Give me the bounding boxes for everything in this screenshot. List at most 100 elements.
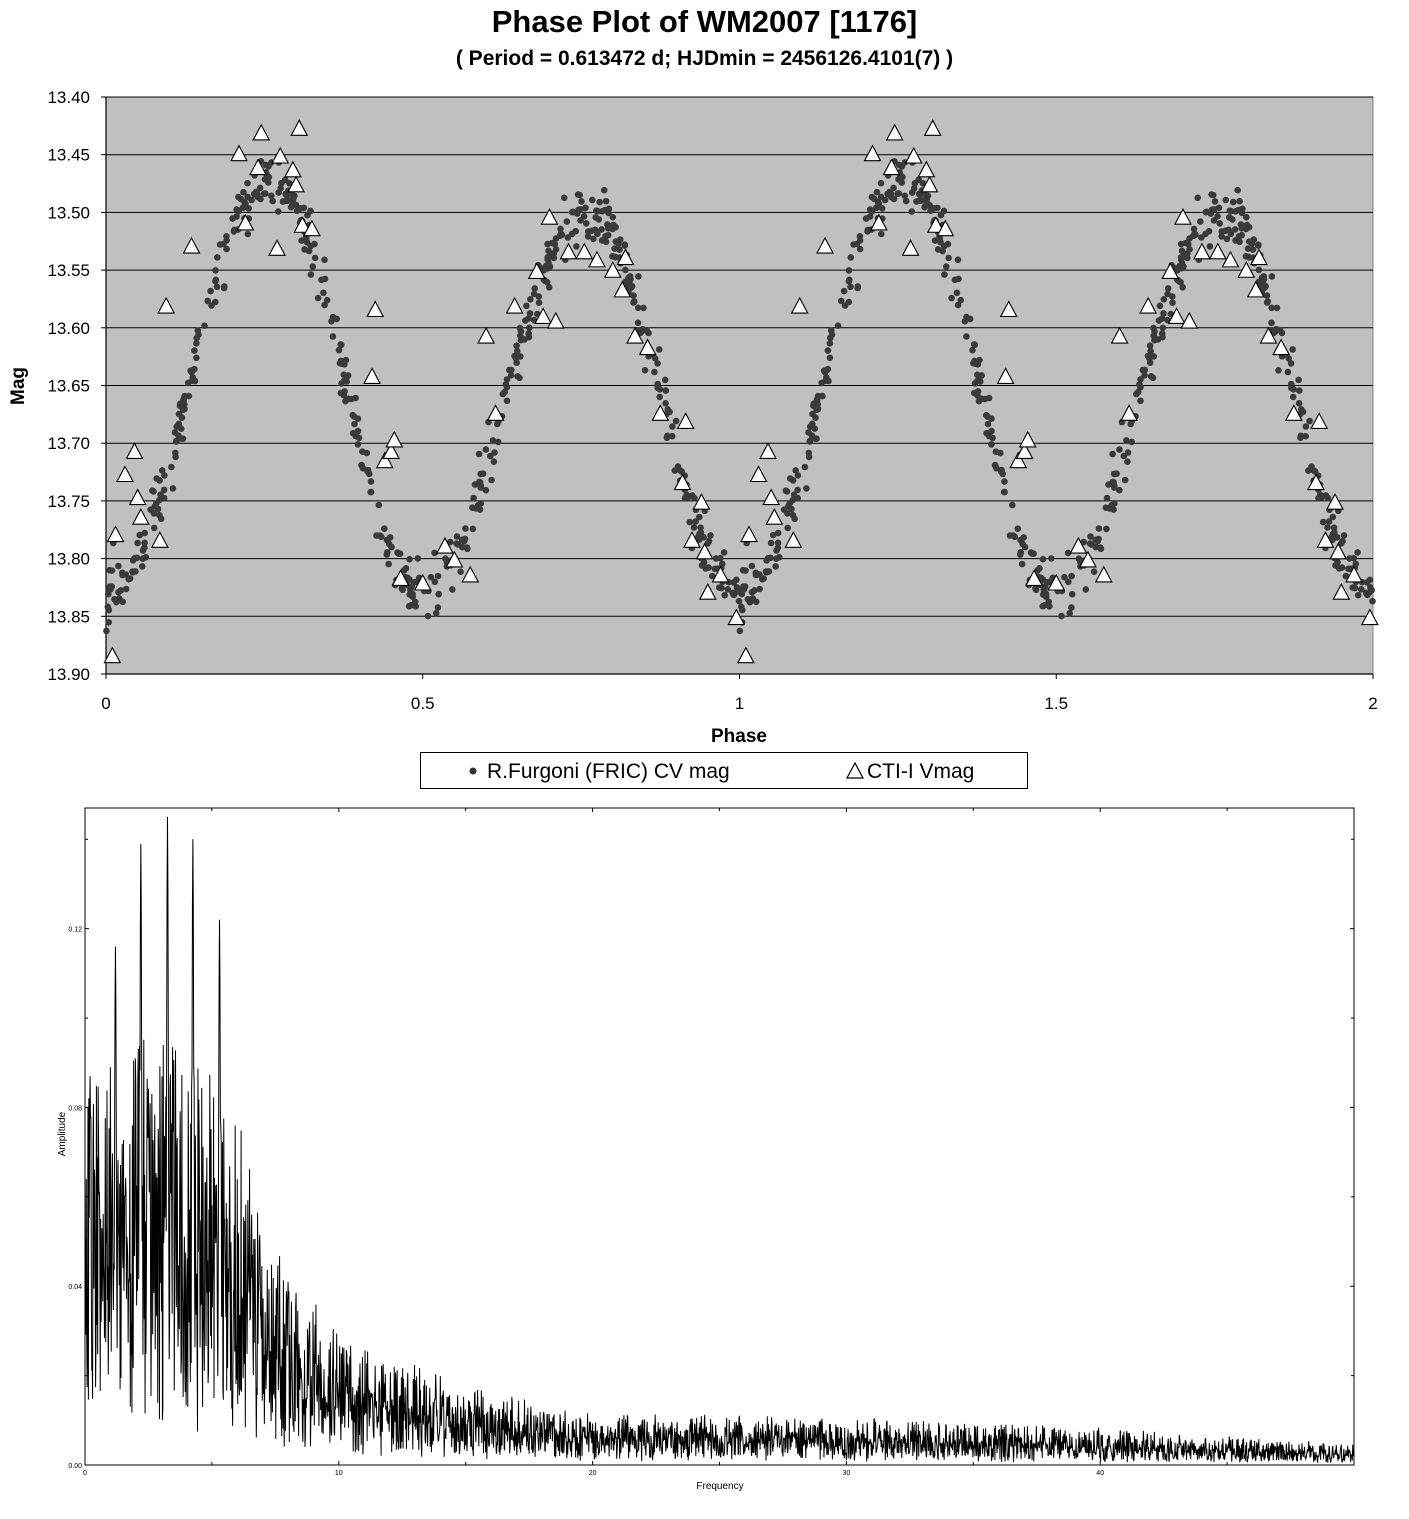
data-point-furgoni [1159, 333, 1166, 341]
data-point-furgoni [840, 287, 848, 295]
data-point-furgoni [1042, 593, 1050, 601]
x-tick-label: 40 [1096, 1470, 1104, 1477]
data-point-cti [904, 146, 923, 164]
data-point-furgoni [1144, 352, 1152, 360]
data-point-furgoni [1192, 231, 1199, 239]
x-axis-label: Phase [711, 726, 767, 747]
data-point-furgoni [262, 190, 269, 197]
data-point-furgoni [214, 254, 221, 261]
data-point-furgoni [1285, 355, 1292, 362]
data-point-furgoni [1186, 246, 1193, 253]
data-point-furgoni [854, 284, 861, 292]
data-point-furgoni [1014, 525, 1022, 532]
x-tick-label: 1 [735, 694, 744, 713]
data-point-furgoni [150, 510, 158, 517]
data-point-furgoni [207, 287, 214, 295]
data-point-furgoni [354, 441, 362, 448]
data-point-cti [765, 508, 784, 525]
data-point-furgoni [672, 417, 680, 425]
data-point-furgoni [654, 380, 661, 388]
data-point-cti [1284, 404, 1303, 421]
data-point-furgoni [431, 578, 439, 586]
data-point-cti [676, 412, 695, 429]
data-point-furgoni [1103, 494, 1111, 502]
x-tick-label: 20 [589, 1470, 597, 1477]
data-point-furgoni [1268, 304, 1275, 312]
data-point-furgoni [550, 254, 558, 262]
data-point-cti [759, 442, 777, 459]
data-point-furgoni [759, 575, 766, 583]
data-point-furgoni [1001, 488, 1008, 496]
y-tick-label: 13.85 [47, 607, 90, 626]
data-point-furgoni [1177, 240, 1185, 248]
data-point-cti [1174, 208, 1192, 225]
data-point-furgoni [908, 208, 916, 215]
data-point-furgoni [1150, 324, 1157, 332]
data-point-furgoni [526, 324, 533, 332]
data-point-furgoni [150, 524, 158, 532]
data-point-furgoni [1229, 216, 1236, 223]
data-point-furgoni [1354, 591, 1362, 599]
data-point-furgoni [499, 390, 507, 398]
data-point-cti [1025, 569, 1043, 586]
data-point-furgoni [602, 238, 610, 246]
data-point-furgoni [1302, 432, 1309, 440]
data-point-furgoni [1160, 310, 1167, 317]
data-point-furgoni [138, 563, 146, 570]
data-point-furgoni [149, 487, 156, 495]
data-point-furgoni [535, 299, 543, 306]
data-point-furgoni [596, 198, 603, 206]
data-point-cti [749, 465, 768, 483]
data-point-furgoni [113, 598, 120, 606]
data-point-furgoni [141, 544, 148, 552]
data-point-furgoni [774, 544, 782, 552]
data-point-cti [885, 123, 904, 141]
data-point-furgoni [1155, 317, 1163, 324]
data-point-furgoni [482, 486, 490, 494]
data-point-furgoni [1248, 240, 1256, 247]
data-point-furgoni [1299, 408, 1307, 416]
data-point-furgoni [1028, 550, 1036, 557]
data-point-cti [1167, 307, 1186, 324]
data-point-furgoni [1103, 525, 1110, 533]
data-point-furgoni [756, 585, 763, 593]
data-point-furgoni [513, 359, 520, 367]
data-point-furgoni [212, 298, 219, 306]
data-point-furgoni [1109, 450, 1116, 458]
data-point-furgoni [1175, 277, 1182, 285]
data-point-furgoni [573, 243, 580, 250]
data-point-cti [683, 531, 701, 548]
data-point-furgoni [1160, 296, 1168, 303]
data-point-furgoni [598, 226, 605, 233]
data-point-furgoni [1001, 478, 1008, 485]
data-point-furgoni [826, 354, 834, 362]
data-point-furgoni [364, 468, 371, 475]
data-point-furgoni [862, 215, 870, 222]
data-point-furgoni [789, 496, 797, 504]
data-point-furgoni [212, 276, 220, 284]
data-point-furgoni [557, 225, 564, 233]
data-point-furgoni [945, 254, 952, 262]
data-point-furgoni [517, 336, 525, 344]
data-point-furgoni [1229, 198, 1237, 206]
data-point-furgoni [954, 256, 962, 264]
data-point-furgoni [442, 555, 449, 562]
data-point-furgoni [1329, 536, 1336, 543]
data-point-furgoni [1318, 493, 1326, 501]
data-point-furgoni [156, 496, 163, 504]
data-point-furgoni [773, 555, 780, 562]
data-point-furgoni [551, 240, 558, 248]
data-point-cti [540, 208, 559, 225]
data-point-cti [613, 280, 632, 298]
data-point-furgoni [639, 325, 646, 333]
data-point-furgoni [589, 196, 596, 204]
data-point-furgoni [1086, 540, 1094, 547]
data-point-furgoni [981, 395, 989, 403]
data-point-furgoni [172, 453, 179, 461]
data-point-furgoni [1358, 586, 1365, 593]
data-point-furgoni [338, 341, 345, 349]
data-point-furgoni [738, 590, 746, 598]
data-point-furgoni [513, 347, 521, 355]
data-point-cti [698, 583, 717, 600]
data-point-furgoni [320, 289, 327, 297]
